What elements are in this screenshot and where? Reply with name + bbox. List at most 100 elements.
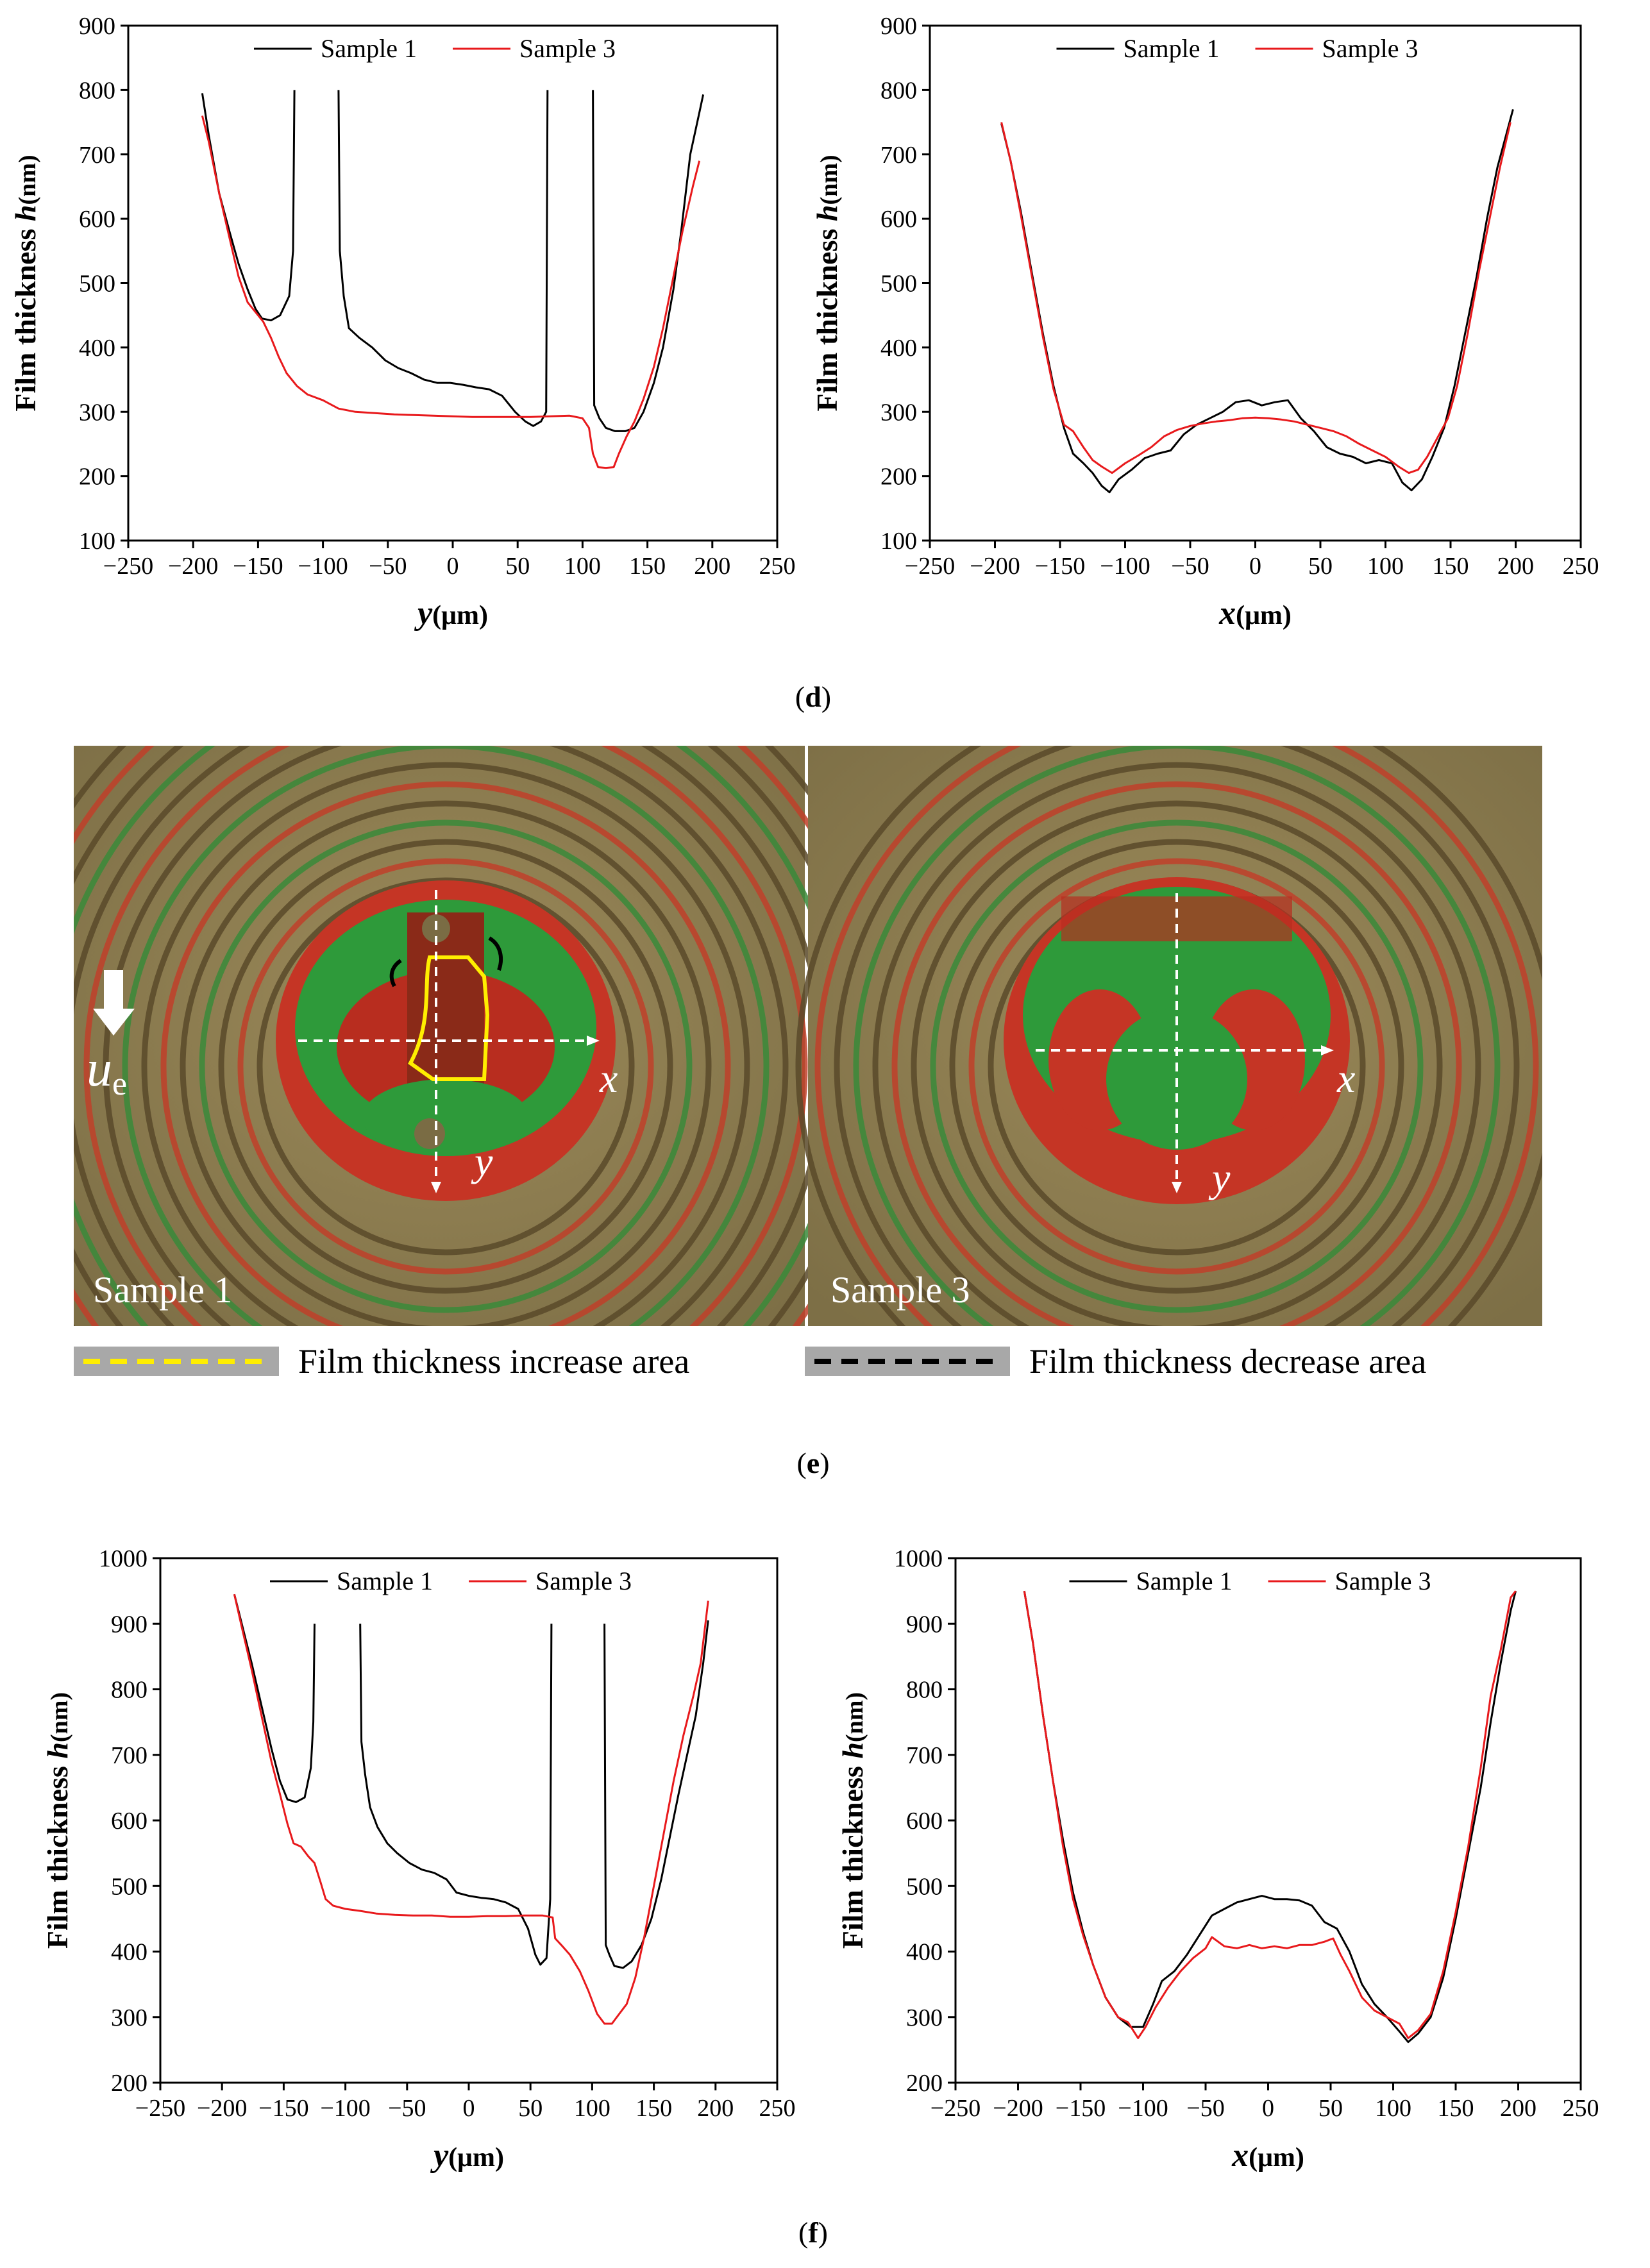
sample3-axis-x: x bbox=[1336, 1055, 1355, 1101]
y-tick-label: 900 bbox=[880, 13, 917, 40]
x-tick-label: 150 bbox=[629, 553, 666, 580]
x-tick-label: 200 bbox=[697, 2095, 734, 2122]
plot-frame bbox=[159, 1557, 779, 2084]
x-tick-label: 50 bbox=[1318, 2095, 1343, 2122]
plot-frame bbox=[929, 24, 1582, 542]
x-tick-label: 50 bbox=[518, 2095, 543, 2122]
x-tick-label: 200 bbox=[1497, 553, 1534, 580]
y-tick-label: 500 bbox=[111, 1873, 147, 1900]
y-tick-label: 600 bbox=[880, 206, 917, 233]
legend-label-1: Sample 1 bbox=[321, 34, 417, 63]
chart-f-right: −250 −200 −150 −100 −50 0 50 100 150 200 250 200 300… bbox=[836, 1545, 1599, 2174]
x-tick-label: −100 bbox=[1100, 553, 1150, 580]
series-line-1 bbox=[592, 90, 705, 432]
y-tick-label: 1000 bbox=[894, 1545, 943, 1572]
y-tick-label: 700 bbox=[111, 1742, 147, 1769]
y-tick-label: 900 bbox=[906, 1611, 943, 1638]
x-tick-label: 0 bbox=[463, 2095, 475, 2122]
legend-label-increase: Film thickness increase area bbox=[298, 1342, 690, 1381]
x-tick-label: −200 bbox=[970, 553, 1020, 580]
x-tick-label: 150 bbox=[636, 2095, 672, 2122]
legend-swatch-decrease bbox=[805, 1347, 1010, 1376]
series-line-1 bbox=[337, 90, 549, 427]
sample3-image: x y Sample 3 bbox=[795, 685, 1558, 1448]
x-tick-label: 0 bbox=[447, 553, 459, 580]
legend-label-1: Sample 1 bbox=[1136, 1567, 1233, 1595]
series-line-2 bbox=[201, 115, 701, 469]
y-tick-label: 800 bbox=[111, 1677, 147, 1704]
series-line-2 bbox=[1023, 1590, 1517, 2039]
x-tick-label: 150 bbox=[1438, 2095, 1474, 2122]
x-tick-label: −50 bbox=[1171, 553, 1209, 580]
legend-label-2: Sample 3 bbox=[535, 1567, 632, 1595]
x-tick-label: −250 bbox=[103, 553, 153, 580]
y-tick-label: 400 bbox=[111, 1939, 147, 1966]
y-tick-label: 300 bbox=[79, 399, 115, 426]
series-line-1 bbox=[201, 90, 296, 322]
legend-label-2: Sample 3 bbox=[1335, 1567, 1431, 1595]
x-tick-label: −150 bbox=[258, 2095, 308, 2122]
y-tick-label: 800 bbox=[906, 1677, 943, 1704]
sample3-image-label: Sample 3 bbox=[830, 1269, 970, 1311]
panel-label-d: (d) bbox=[795, 680, 832, 713]
y-tick-label: 300 bbox=[111, 2004, 147, 2031]
y-tick-label: 200 bbox=[906, 2070, 943, 2097]
x-tick-label: 0 bbox=[1249, 553, 1261, 580]
y-tick-label: 700 bbox=[906, 1742, 943, 1769]
series-line-1 bbox=[603, 1620, 709, 1969]
plot-frame bbox=[127, 24, 779, 542]
y-tick-label: 900 bbox=[79, 13, 115, 40]
y-tick-label: 200 bbox=[880, 464, 917, 491]
x-tick-label: −200 bbox=[197, 2095, 247, 2122]
y-axis-label: Film thickness h(nm) bbox=[9, 155, 42, 411]
y-axis-label: Film thickness h(nm) bbox=[836, 1692, 869, 1949]
y-tick-label: 500 bbox=[880, 271, 917, 298]
x-axis-label: x(μm) bbox=[1231, 2137, 1304, 2174]
x-tick-label: 0 bbox=[1262, 2095, 1274, 2122]
series-line-1 bbox=[233, 1593, 316, 1803]
y-tick-label: 100 bbox=[79, 528, 115, 555]
x-tick-label: −50 bbox=[388, 2095, 426, 2122]
sample3-axis-y: y bbox=[1208, 1155, 1231, 1200]
y-tick-label: 600 bbox=[111, 1808, 147, 1835]
sample1-image-label: Sample 1 bbox=[93, 1269, 232, 1311]
y-tick-label: 400 bbox=[79, 335, 115, 362]
series-line-2 bbox=[1000, 122, 1511, 475]
interferogram-svg: x y ue Sample 1 bbox=[0, 608, 1558, 1525]
x-tick-label: 100 bbox=[564, 553, 601, 580]
y-tick-label: 600 bbox=[79, 206, 115, 233]
y-tick-label: 1000 bbox=[99, 1545, 147, 1572]
x-tick-label: 50 bbox=[1308, 553, 1333, 580]
y-tick-label: 500 bbox=[79, 271, 115, 298]
interferogram-legend: Film thickness increase area Film thickn… bbox=[74, 1341, 1549, 1386]
x-tick-label: −100 bbox=[320, 2095, 370, 2122]
y-tick-label: 600 bbox=[906, 1808, 943, 1835]
y-tick-label: 800 bbox=[880, 77, 917, 104]
y-axis-label: Film thickness h(nm) bbox=[41, 1692, 74, 1949]
y-tick-label: 700 bbox=[79, 142, 115, 169]
x-tick-label: −150 bbox=[1056, 2095, 1106, 2122]
chart-f-left: −250 −200 −150 −100 −50 0 50 100 150 200 250 200 300… bbox=[41, 1545, 796, 2174]
y-tick-label: 400 bbox=[880, 335, 917, 362]
x-axis-label: y(μm) bbox=[414, 595, 488, 632]
y-tick-label: 300 bbox=[880, 399, 917, 426]
panel-label-e: (e) bbox=[796, 1447, 830, 1479]
y-tick-label: 500 bbox=[906, 1873, 943, 1900]
panel-label-f: (f) bbox=[798, 2216, 828, 2249]
x-tick-label: 250 bbox=[1563, 2095, 1599, 2122]
sample1-axis-x: x bbox=[599, 1055, 618, 1101]
x-tick-label: 100 bbox=[1375, 2095, 1411, 2122]
chart-d-right: −250 −200 −150 −100 −50 0 50 100 150 200 250 100 200… bbox=[811, 13, 1599, 632]
x-tick-label: −150 bbox=[1035, 553, 1085, 580]
series-line-2 bbox=[233, 1593, 709, 2025]
legend-swatch-increase bbox=[74, 1347, 279, 1376]
legend-label-2: Sample 3 bbox=[519, 34, 616, 63]
y-tick-label: 900 bbox=[111, 1611, 147, 1638]
x-axis-label: y(μm) bbox=[430, 2137, 504, 2174]
y-tick-label: 300 bbox=[906, 2004, 943, 2031]
legend-label-1: Sample 1 bbox=[1124, 34, 1220, 63]
x-tick-label: 50 bbox=[505, 553, 530, 580]
x-tick-label: −250 bbox=[135, 2095, 185, 2122]
sample1-image: x y ue Sample 1 bbox=[0, 608, 904, 1525]
legend-label-1: Sample 1 bbox=[337, 1567, 433, 1595]
